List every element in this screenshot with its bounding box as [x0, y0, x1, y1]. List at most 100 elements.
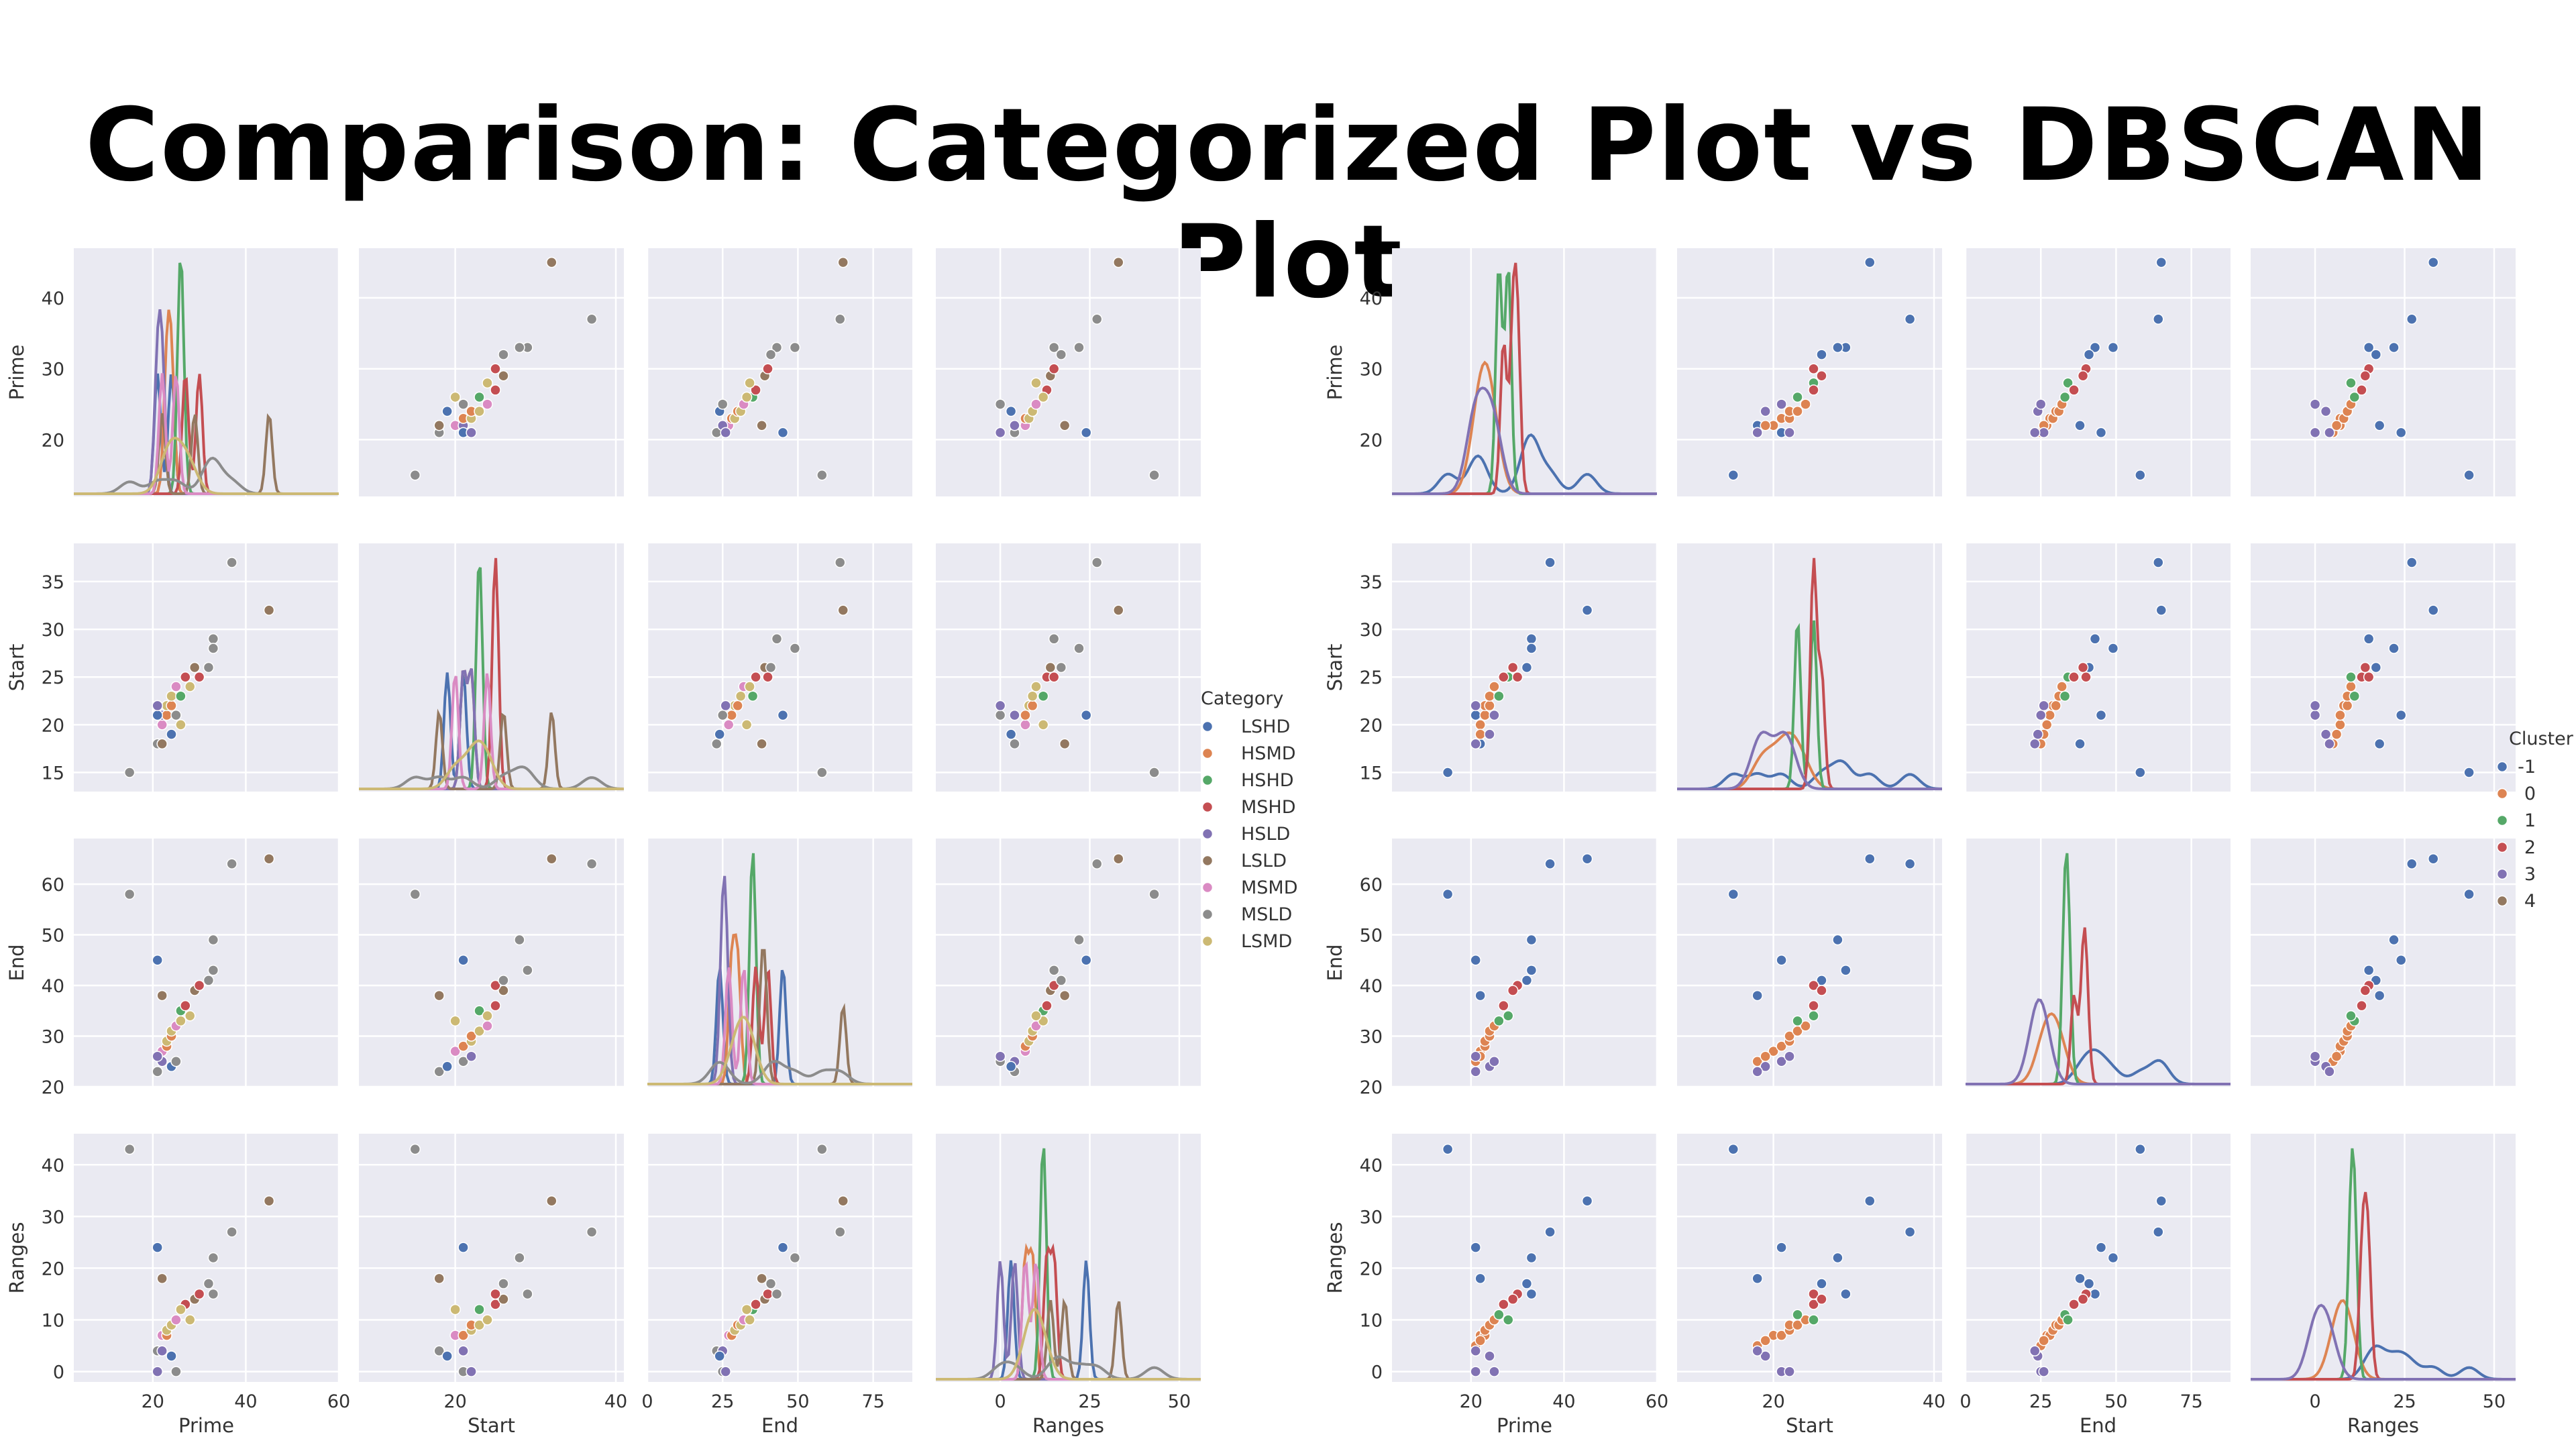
- data-point: [741, 719, 753, 731]
- panel-ranges-vs-end: 0 25 50 75 End: [1960, 1134, 2231, 1437]
- x-tick-label: 50: [786, 1391, 809, 1412]
- legend-label: HSLD: [1241, 824, 1290, 845]
- x-axis-label: Start: [468, 1414, 515, 1437]
- data-point: [762, 363, 773, 374]
- legend-label: MSLD: [1241, 904, 1292, 925]
- data-point: [2068, 384, 2080, 396]
- data-point: [449, 1015, 461, 1027]
- y-tick-label: 40: [1360, 976, 1383, 997]
- data-point: [720, 700, 731, 712]
- legend-marker: [1201, 747, 1214, 759]
- data-point: [156, 1273, 168, 1285]
- data-point: [2309, 1051, 2321, 1062]
- data-point: [2349, 391, 2361, 403]
- data-point: [1479, 709, 1491, 721]
- data-point: [756, 738, 767, 750]
- data-point: [835, 313, 846, 325]
- data-point: [1752, 1066, 1763, 1077]
- data-point: [449, 1045, 461, 1057]
- y-tick-label: 40: [42, 1155, 64, 1176]
- data-point: [474, 1025, 485, 1037]
- y-tick-label: 20: [42, 715, 64, 736]
- data-point: [263, 1195, 275, 1207]
- data-point: [1832, 1252, 1843, 1264]
- panel-background: [359, 839, 624, 1087]
- panel-start-vs-end: [646, 543, 912, 792]
- data-point: [1005, 729, 1017, 740]
- data-point: [2359, 985, 2371, 996]
- data-point: [1048, 965, 1060, 976]
- data-point: [1148, 470, 1160, 481]
- data-point: [2107, 1252, 2119, 1264]
- panel-background: [647, 839, 912, 1087]
- data-point: [123, 767, 136, 778]
- data-point: [2059, 391, 2071, 403]
- data-point: [2388, 934, 2400, 946]
- panel-background: [74, 248, 339, 496]
- data-point: [203, 975, 215, 986]
- y-tick-label: 35: [42, 572, 64, 593]
- data-point: [2068, 1299, 2080, 1310]
- data-point: [546, 853, 557, 865]
- x-tick-label: 25: [2393, 1391, 2416, 1412]
- x-tick-label: 0: [994, 1391, 1006, 1412]
- y-tick-label: 0: [53, 1362, 64, 1383]
- data-point: [1498, 1000, 1509, 1012]
- data-point: [1037, 391, 1049, 403]
- data-point: [458, 1330, 469, 1341]
- data-point: [490, 979, 501, 991]
- data-point: [1808, 1000, 1819, 1012]
- data-point: [1792, 1015, 1803, 1027]
- data-point: [2395, 954, 2407, 966]
- data-point: [1493, 690, 1505, 702]
- data-point: [1080, 954, 1092, 966]
- data-point: [2309, 398, 2321, 410]
- x-tick-label: 40: [1552, 1391, 1575, 1412]
- data-point: [586, 858, 598, 870]
- y-tick-label: 0: [1371, 1362, 1383, 1383]
- x-tick-label: 50: [2104, 1391, 2127, 1412]
- data-point: [2041, 719, 2053, 731]
- data-point: [1030, 377, 1042, 389]
- y-tick-label: 30: [42, 620, 64, 641]
- data-point: [1760, 420, 1771, 431]
- data-point: [1904, 313, 1916, 325]
- data-point: [2135, 470, 2146, 481]
- panel-background: [2251, 1134, 2516, 1382]
- data-point: [747, 690, 759, 702]
- data-point: [1808, 384, 1819, 396]
- data-point: [409, 888, 421, 900]
- data-point: [466, 1030, 477, 1042]
- panel-end-vs-prime: 20 30 40 50 60 End: [1324, 839, 1658, 1098]
- data-point: [161, 709, 172, 721]
- data-point: [1442, 1143, 1454, 1155]
- data-point: [837, 1195, 849, 1207]
- data-point: [203, 1278, 215, 1289]
- data-point: [2062, 1314, 2074, 1326]
- y-tick-label: 10: [42, 1311, 64, 1332]
- data-point: [474, 1005, 485, 1016]
- data-point: [152, 1366, 163, 1377]
- x-axis-label: Start: [1786, 1414, 1833, 1437]
- x-tick-label: 75: [2180, 1391, 2202, 1412]
- data-point: [2074, 1273, 2086, 1285]
- data-point: [2427, 604, 2439, 616]
- data-point: [771, 341, 783, 354]
- data-point: [789, 643, 801, 654]
- data-point: [2089, 633, 2101, 645]
- data-point: [2406, 313, 2418, 325]
- data-point: [1112, 256, 1124, 268]
- legend-label: HSMD: [1241, 743, 1296, 764]
- data-point: [1525, 633, 1538, 645]
- panel-ranges-vs-ranges: 0 25 50 Ranges: [936, 1134, 1201, 1437]
- panel-background: [1966, 839, 2231, 1087]
- data-point: [1474, 729, 1486, 740]
- data-point: [1091, 858, 1103, 870]
- panel-background: [74, 839, 339, 1087]
- data-point: [2330, 729, 2343, 740]
- data-point: [1544, 557, 1556, 568]
- data-point: [2135, 1143, 2146, 1155]
- data-point: [514, 1252, 525, 1264]
- panel-background: [936, 248, 1201, 496]
- panel-background: [1966, 543, 2231, 792]
